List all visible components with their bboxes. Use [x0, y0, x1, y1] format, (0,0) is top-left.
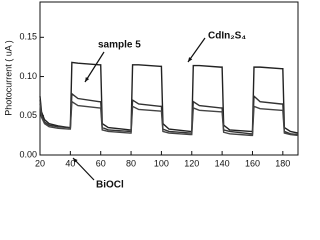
y-axis-label: Photocurrent ( uA ): [3, 40, 13, 116]
x-tick-label: 80: [126, 158, 136, 168]
x-tick-label: 160: [245, 158, 260, 168]
annotation-arrowhead: [73, 158, 78, 163]
series-label: sample 5: [98, 40, 141, 51]
annotation-arrowhead: [188, 57, 193, 62]
y-tick-label: 0.10: [19, 71, 37, 81]
series-line: [39, 100, 299, 137]
series-label: CdIn₂S₄: [208, 31, 246, 42]
plot-frame: [39, 1, 299, 156]
y-tick-label: 0.05: [19, 110, 37, 120]
x-tick-label: 140: [215, 158, 230, 168]
y-tick-label: 0.00: [19, 149, 37, 159]
x-tick-label: 100: [154, 158, 169, 168]
y-tick-label: 0.15: [19, 32, 37, 42]
x-tick-label: 40: [65, 158, 75, 168]
x-tick-label: 180: [275, 158, 290, 168]
x-tick-label: 20: [35, 158, 45, 168]
series-line: [39, 61, 299, 134]
series-label: BiOCl: [96, 180, 124, 191]
annotation-arrow: [72, 157, 95, 181]
annotation-arrow: [187, 37, 206, 63]
annotation-arrowhead: [85, 77, 90, 82]
annotation-arrow: [84, 51, 105, 83]
x-tick-label: 120: [184, 158, 199, 168]
x-tick-label: 60: [96, 158, 106, 168]
chart: Photocurrent ( uA ) 0.00 0.05 0.10 0.15 20 40…: [3, 1, 299, 191]
